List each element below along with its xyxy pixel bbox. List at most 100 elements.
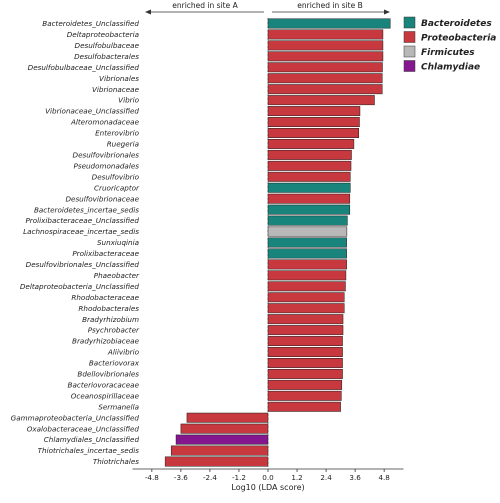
category-label: Thiotrichales_incertae_sedis [38,446,140,455]
legend: Bacteroidetes Proteobacteria Firmicutes Chl… [403,16,496,73]
category-label: Oceanospirillaceae [71,391,140,400]
category-label: Chlamydiales_Unclassified [44,435,140,444]
bar-vibrionaceae-unclassified [267,106,361,117]
bar-sermanella [267,401,341,412]
category-label: Bdellovibrionales [77,370,139,379]
bar-deltaproteobacteria [267,29,384,40]
category-label: Pseudomonadales [73,161,139,170]
x-tick-label: 3.6 [349,473,361,482]
category-label: Bacteroidetes_incertae_sedis [34,205,139,214]
bar-prolixibacteraceae [267,248,347,259]
bar-phaeobacter [267,270,347,281]
bar-thiotrichales-incertae-sedis [170,445,269,456]
bar-prolixibacteraceae-unclassified [267,215,348,226]
bar-vibrio [267,95,375,106]
x-axis-title: Log10 (LDA score) [231,483,304,492]
x-tick-label: 0.0 [262,473,274,482]
category-label: Rhodobacterales [78,304,139,313]
bar-sunxiuqinia [267,237,347,248]
category-label: Desulfobacterales [74,52,139,61]
bar-bacteroidetes-unclassified [267,18,391,29]
bar-bacteriovorax [267,358,343,368]
legend-swatch-firmicutes [403,45,416,58]
bar-deltaproteobacteria-unclassified [267,281,346,292]
bar-enterovibrio [267,128,359,138]
bar-pseudomonadales [267,160,352,171]
legend-label: Proteobacteria [421,34,496,44]
category-label: Vibrionaceae [92,85,140,94]
category-label: Cruoricaptor [94,183,140,192]
bar-desulfobulbaceae-unclassified [267,62,383,73]
category-label: Lachnospiraceae_incertae_sedis [23,227,139,236]
x-tick-label: 2.4 [320,473,332,482]
bar-desulfobulbaceae [267,40,384,51]
bar-ruegeria [267,138,355,149]
category-label: Oxalobacteraceae_Unclassified [27,424,140,433]
bar-alteromonadaceae [267,117,360,128]
legend-swatch-proteobacteria [403,31,416,43]
category-label: Bradyrhizobium [82,315,139,324]
category-label: Prolixibacteraceae [72,249,139,258]
category-label: Prolixibacteraceae_Unclassified [25,216,139,225]
x-tick-label: 4.8 [378,473,390,482]
category-label: Vibrionaceae_Unclassified [45,107,139,116]
bar-psychrobacter [267,325,344,336]
category-label: Thiotrichales [93,457,139,466]
bar-desulfovibrio [267,171,351,182]
category-label: Deltaproteobacteria_Unclassified [20,282,140,291]
category-label: Desulfobulbaceae_Unclassified [28,63,140,72]
x-tick-label: -3.6 [174,473,188,482]
bar-rhodobacteraceae [267,292,345,303]
category-label: Desulfovibrionales_Unclassified [26,260,140,269]
bar-vibrionales [267,73,383,84]
bar-lachnospiraceae-incertae-sedis [267,226,348,237]
bar-desulfovibrionales [267,149,352,160]
bar-desulfobacterales [267,51,384,62]
bar-rhodobacterales [267,303,345,314]
category-label: Gammaproteobacteria_Unclassified [11,413,140,422]
legend-label: Firmicutes [421,48,475,58]
bar-oceanospirillaceae [267,390,342,401]
bar-desulfovibrionaceae [267,193,351,204]
bar-gammaproteobacteria-unclassified [186,412,269,423]
category-label: Desulfovibrionaceae [65,194,139,203]
category-label: Sermanella [98,402,139,411]
legend-swatch-chlamydiae [403,60,416,72]
category-label: Psychrobacter [88,326,140,335]
x-tick-label: -4.8 [145,473,159,482]
bar-bradyrhizobium [267,314,344,325]
bars [164,18,391,467]
category-label: Desulfobulbaceae [75,41,140,50]
bar-cruoricaptor [267,182,351,193]
bar-vibrionaceae [267,84,383,95]
x-tick-label: -1.2 [232,473,246,482]
legend-label: Bacteroidetes [421,19,492,29]
category-label: Sunxiuqinia [97,238,139,247]
bar-bacteroidetes-incertae-sedis [267,204,351,215]
bar-aliivibrio [267,347,343,357]
category-labels: Bacteroidetes_Unclassified Deltaproteobac… [11,19,140,466]
category-label: Bacteriovorax [89,359,140,368]
direction-arrows: enriched in site A enriched in site B [145,1,390,15]
category-label: Deltaproteobacteria [67,30,139,39]
bar-chlamydiales-unclassified [175,434,269,445]
x-tick-label: -2.4 [203,473,217,482]
category-label: Rhodobacteraceae [71,293,139,302]
arrowhead-right [384,9,390,15]
direction-label-site-b: enriched in site B [297,1,362,10]
bar-bacteriovoracaceae [267,379,343,390]
category-label: Vibrio [118,96,139,105]
category-label: Enterovibrio [95,129,139,138]
category-label: Bacteroidetes_Unclassified [42,19,139,28]
x-tick-label: 1.2 [291,473,302,482]
category-label: Ruegeria [107,140,139,149]
bar-thiotrichales [164,456,269,467]
x-axis: -4.8 -3.6 -2.4 -1.2 0.0 1.2 2.4 3.6 4.8 [132,468,404,482]
category-label: Bacteriovoracaceae [68,380,140,389]
bar-oxalobacteraceae-unclassified [180,423,269,434]
category-label: Desulfovibrionales [73,150,140,159]
category-label: Alteromonadaceae [70,118,140,127]
bar-bdellovibrionales [267,368,343,379]
